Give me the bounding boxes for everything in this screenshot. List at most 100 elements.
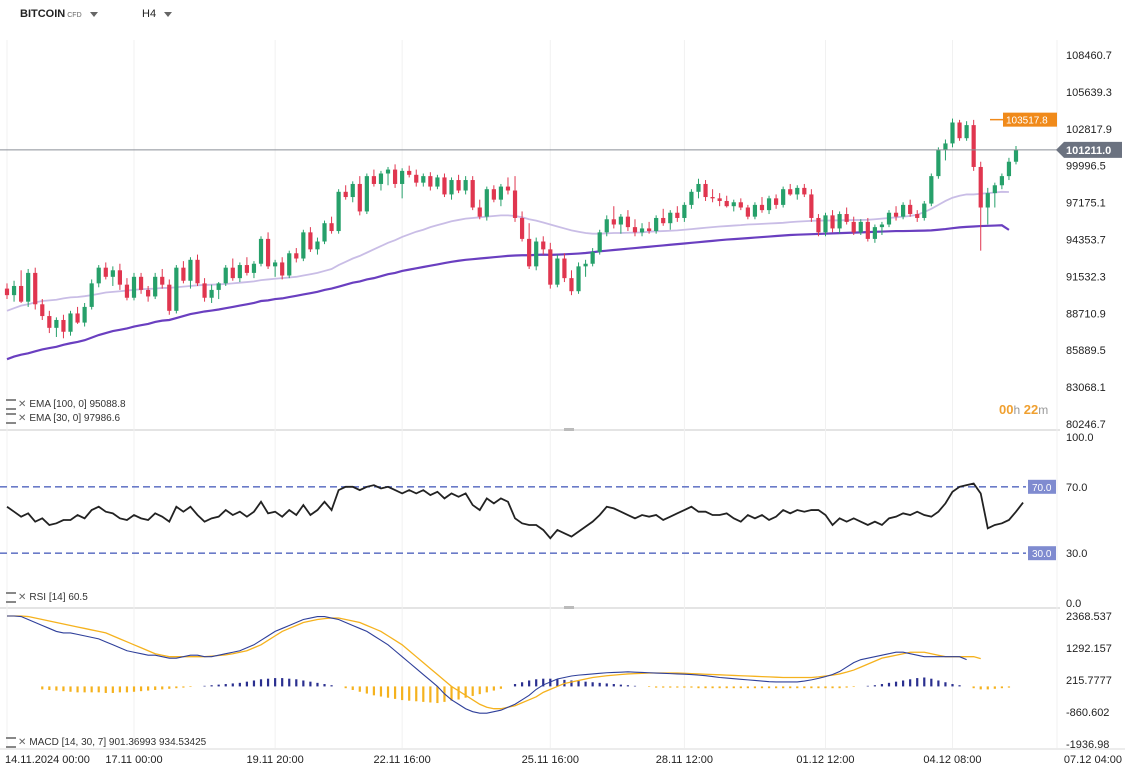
macd-histogram-bar <box>739 686 742 689</box>
candle-body <box>167 284 172 311</box>
ema-line-100 <box>6 224 1010 361</box>
candle-body <box>583 263 588 267</box>
symbol-selector[interactable]: BITCOIN CFD <box>20 8 98 20</box>
symbol-suffix: CFD <box>67 12 82 19</box>
indicator-label: MACD <box>29 737 59 749</box>
pane-resize-handle <box>564 606 574 609</box>
candle-body <box>738 202 743 208</box>
candle-body <box>343 191 348 198</box>
candle-body <box>632 227 638 233</box>
time-tick-label: 25.11 16:00 <box>522 754 579 766</box>
candle-body <box>82 306 87 323</box>
macd-histogram-bar <box>852 686 855 688</box>
settings-lines-icon[interactable] <box>6 413 16 424</box>
chevron-down-icon <box>89 11 98 17</box>
candle-body <box>308 232 313 250</box>
candle-body <box>597 232 602 252</box>
candle-body <box>999 176 1004 186</box>
macd-histogram-bar <box>951 684 954 687</box>
macd-histogram-bar <box>302 680 305 687</box>
time-tick-label: 19.11 20:00 <box>246 754 303 766</box>
indicator-params: [100, 0] <box>53 399 87 411</box>
rsi-level-label: 30.0 <box>1032 549 1052 560</box>
macd-histogram-bar <box>386 686 390 698</box>
candle-countdown: 00h 22m <box>999 402 1048 417</box>
price-tick-label: 99996.5 <box>1066 161 1106 173</box>
candle-body <box>68 313 73 332</box>
indicator-ema100[interactable]: ✕ EMA [100, 0] 95088.8 <box>6 399 126 410</box>
candle-body <box>103 267 108 277</box>
indicator-value: 60.5 <box>68 592 88 604</box>
macd-histogram-bar <box>288 678 291 687</box>
macd-histogram-bar <box>450 686 453 701</box>
macd-histogram-bar <box>97 686 100 693</box>
candle-body <box>202 283 207 298</box>
candle-body <box>273 262 278 267</box>
candle-body <box>915 214 920 218</box>
macd-histogram-bar <box>570 680 573 687</box>
macd-histogram-bar <box>76 686 79 693</box>
candle-body <box>258 238 264 264</box>
time-tick-label: 04.12 08:00 <box>923 754 981 766</box>
macd-histogram-bar <box>429 686 432 703</box>
close-icon[interactable]: ✕ <box>18 737 27 749</box>
time-tick-label: 14.11.2024 00:00 <box>5 754 90 766</box>
macd-histogram-bar <box>909 679 912 687</box>
indicator-macd[interactable]: ✕ MACD [14, 30, 7] 901.36993 934.53425 <box>6 737 206 748</box>
macd-histogram-bar <box>577 681 580 687</box>
macd-histogram-bar <box>810 686 813 689</box>
macd-histogram-bar <box>217 684 220 687</box>
candle-body <box>618 216 623 225</box>
macd-histogram-bar <box>838 686 841 689</box>
indicator-ema30[interactable]: ✕ EMA [30, 0] 97986.6 <box>6 413 120 424</box>
candle-body <box>350 183 355 198</box>
timeframe-selector[interactable]: H4 <box>142 8 173 20</box>
candle-body <box>717 198 722 201</box>
candle-body <box>893 212 899 217</box>
close-icon[interactable]: ✕ <box>18 413 27 425</box>
macd-histogram-bar <box>252 680 256 687</box>
candle-body <box>675 212 680 218</box>
candle-body <box>639 228 645 233</box>
candle-body <box>498 186 504 200</box>
candle-body <box>54 319 59 328</box>
ema-lines <box>6 190 1010 361</box>
close-icon[interactable]: ✕ <box>18 592 27 604</box>
price-tick-label: 80246.7 <box>1066 419 1106 431</box>
price-tick-label: 97175.1 <box>1066 198 1106 210</box>
macd-histogram-bar <box>732 686 735 689</box>
macd-histogram-bar <box>358 686 361 692</box>
macd-histogram-bar <box>224 684 227 687</box>
candle-body <box>505 186 511 191</box>
macd-histogram-bar <box>118 686 121 693</box>
macd-histogram-bar <box>344 686 347 689</box>
macd-histogram-bar <box>1007 686 1011 688</box>
rsi-line <box>6 482 1024 540</box>
settings-lines-icon[interactable] <box>6 592 16 603</box>
candle-body <box>865 221 870 239</box>
macd-histogram-bar <box>704 686 707 689</box>
candle-body <box>428 176 433 187</box>
macd-histogram-bar <box>923 677 926 687</box>
close-icon[interactable]: ✕ <box>18 399 27 411</box>
indicator-rsi[interactable]: ✕ RSI [14] 60.5 <box>6 592 88 603</box>
macd-histogram-bar <box>767 686 771 689</box>
ema-line-30 <box>6 190 1009 312</box>
countdown-minutes-unit: m <box>1038 403 1049 417</box>
settings-lines-icon[interactable] <box>6 737 16 748</box>
candle-body <box>788 189 793 195</box>
price-tick-label: 91532.3 <box>1066 271 1106 283</box>
candle-body <box>153 276 158 297</box>
rsi-level-badge <box>1028 546 1056 561</box>
candle-body <box>477 207 482 217</box>
candle-body <box>216 283 221 290</box>
candle-body <box>646 228 652 232</box>
macd-tick-label: -1936.98 <box>1066 739 1109 751</box>
macd-histogram-bar <box>175 686 178 689</box>
candle-body <box>470 180 475 208</box>
indicator-label: RSI <box>29 592 47 604</box>
candle-body <box>908 204 913 215</box>
candle-body <box>230 267 235 279</box>
candle-body <box>541 241 546 250</box>
settings-lines-icon[interactable] <box>6 399 16 410</box>
